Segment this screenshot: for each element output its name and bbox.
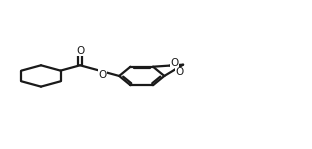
Text: O: O <box>176 67 184 77</box>
Text: O: O <box>76 46 84 56</box>
Text: O: O <box>99 70 107 80</box>
Text: O: O <box>171 58 179 68</box>
